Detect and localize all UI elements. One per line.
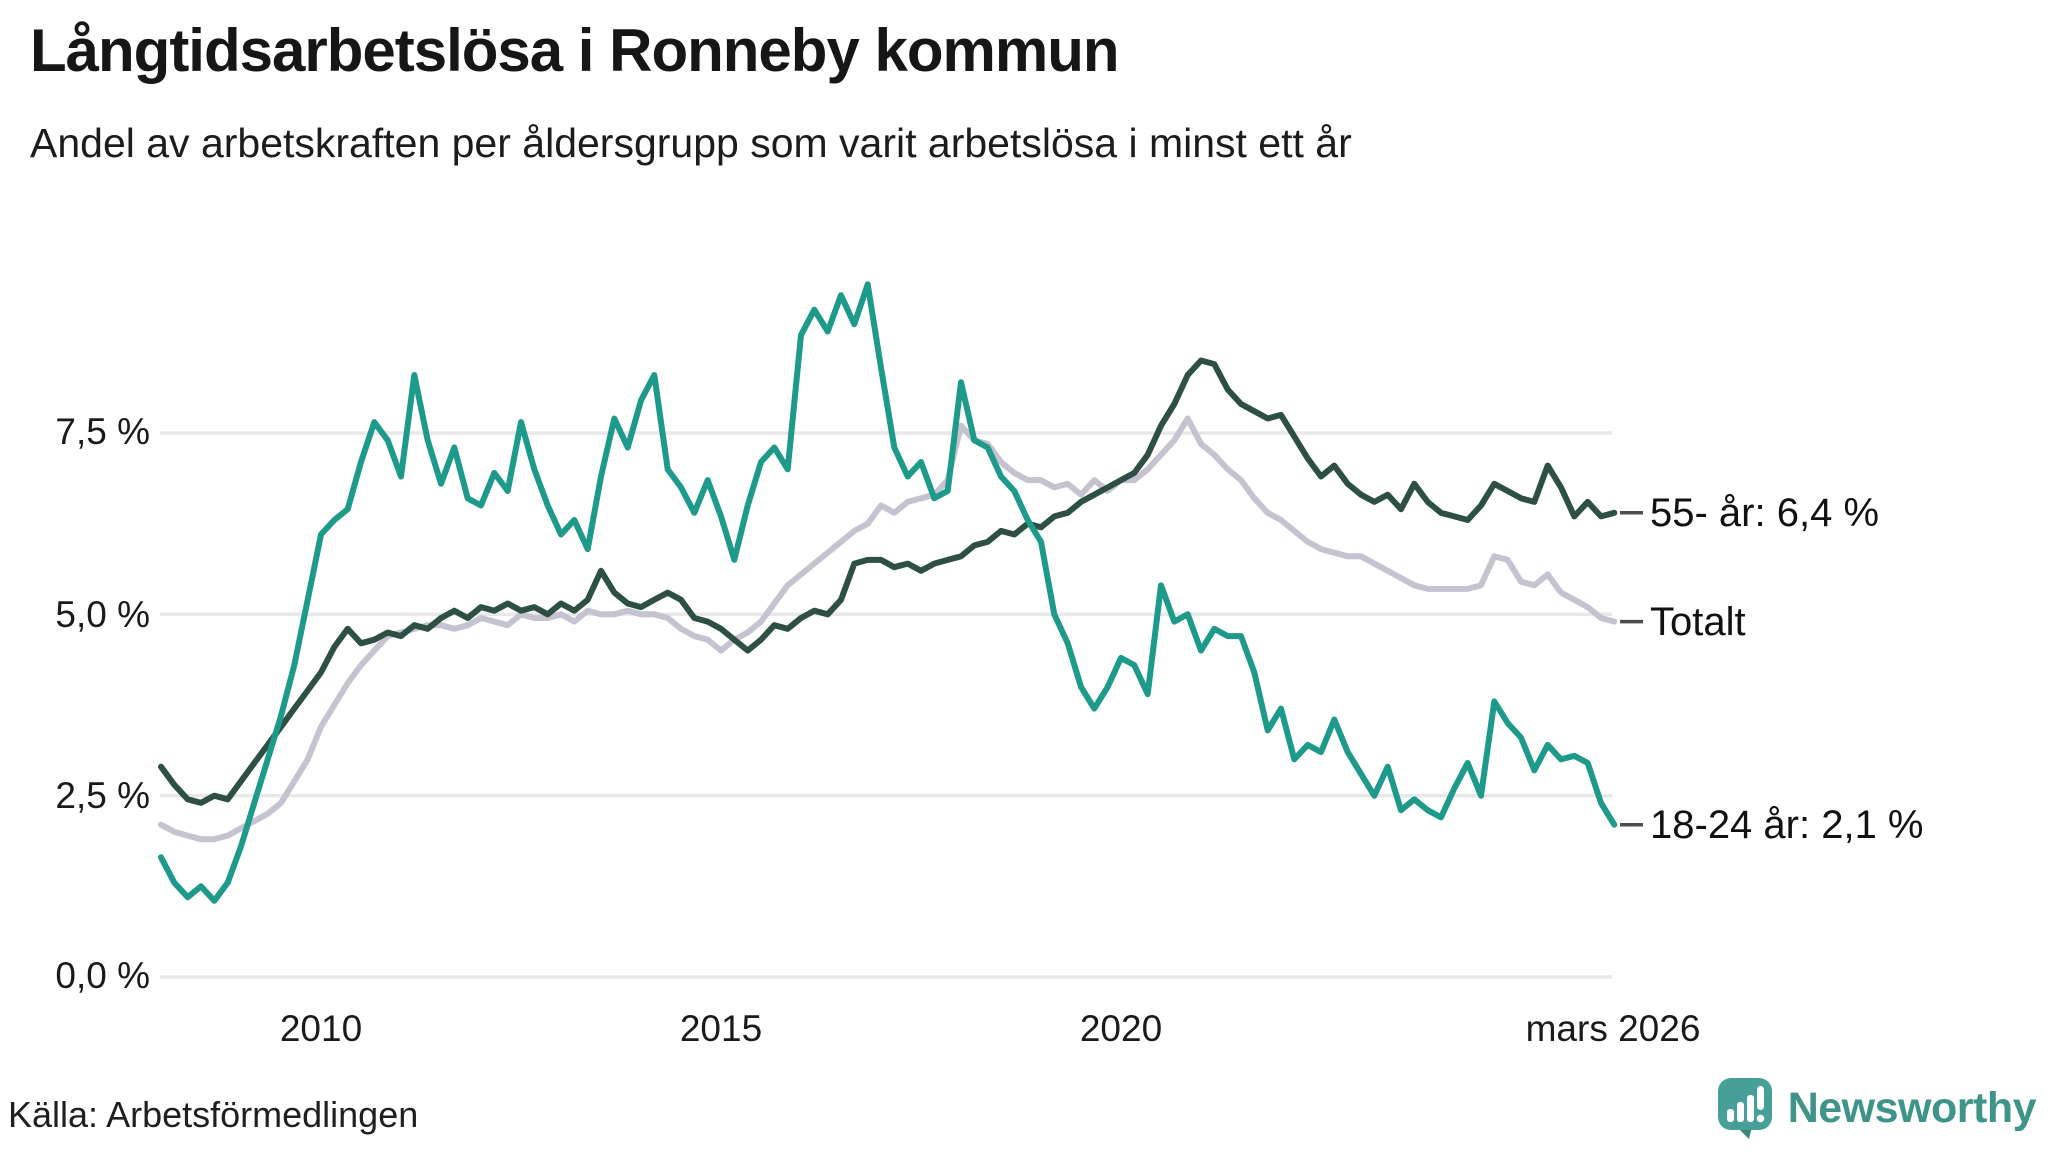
x-axis-tick-label: mars 2026 (1525, 1008, 1701, 1049)
brand-logo: Newsworthy (1716, 1076, 2037, 1140)
y-axis-tick-label: 0,0 % (55, 955, 150, 996)
newsworthy-icon (1717, 1078, 1772, 1139)
series-line-Totalt (158, 415, 1618, 843)
x-axis-tick-label: 2020 (1079, 1008, 1163, 1049)
x-axis-tick-label: 2010 (279, 1008, 363, 1049)
series-line-18-24-r (158, 281, 1618, 904)
brand-name: Newsworthy (1787, 1083, 2037, 1132)
y-axis-tick-label: 7,5 % (55, 411, 150, 452)
chart-title: Långtidsarbetslösa i Ronneby kommun (30, 17, 1120, 84)
y-axis-tick-label: 5,0 % (55, 594, 150, 635)
series-line-55-r (158, 357, 1618, 806)
series-end-label-totalt: Totalt (1650, 600, 1746, 644)
x-axis-tick-label: 2015 (679, 1008, 763, 1049)
y-axis-tick-label: 2,5 % (55, 775, 150, 816)
chart-subtitle: Andel av arbetskraften per åldersgrupp s… (30, 120, 1352, 166)
series-end-label-55: 55- år: 6,4 % (1650, 491, 1880, 535)
series-end-label-18-24: 18-24 år: 2,1 % (1650, 803, 1924, 847)
source-caption: Källa: Arbetsförmedlingen (8, 1094, 419, 1135)
